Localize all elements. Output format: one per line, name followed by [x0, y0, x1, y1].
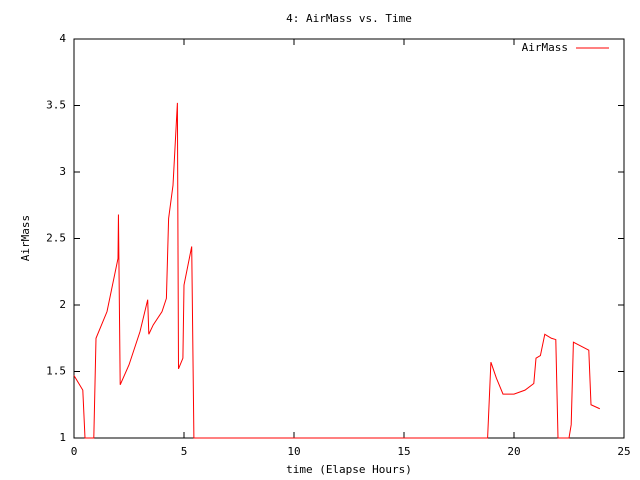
- y-tick-label: 1: [59, 431, 66, 444]
- data-line: [73, 102, 601, 439]
- x-tick-label: 10: [287, 445, 300, 458]
- y-tick-label: 3.5: [46, 99, 66, 112]
- legend-label: AirMass: [522, 41, 568, 54]
- y-axis-label: AirMass: [19, 215, 32, 261]
- x-tick-label: 5: [181, 445, 188, 458]
- y-tick-label: 4: [59, 32, 66, 45]
- x-tick-label: 25: [617, 445, 630, 458]
- y-tick-label: 1.5: [46, 365, 66, 378]
- chart-title: 4: AirMass vs. Time: [286, 12, 412, 25]
- x-axis-label: time (Elapse Hours): [286, 463, 412, 476]
- y-tick-label: 2: [59, 298, 66, 311]
- x-tick-label: 20: [507, 445, 520, 458]
- x-tick-label: 0: [71, 445, 78, 458]
- y-tick-label: 3: [59, 165, 66, 178]
- x-tick-label: 15: [397, 445, 410, 458]
- y-tick-label: 2.5: [46, 232, 66, 245]
